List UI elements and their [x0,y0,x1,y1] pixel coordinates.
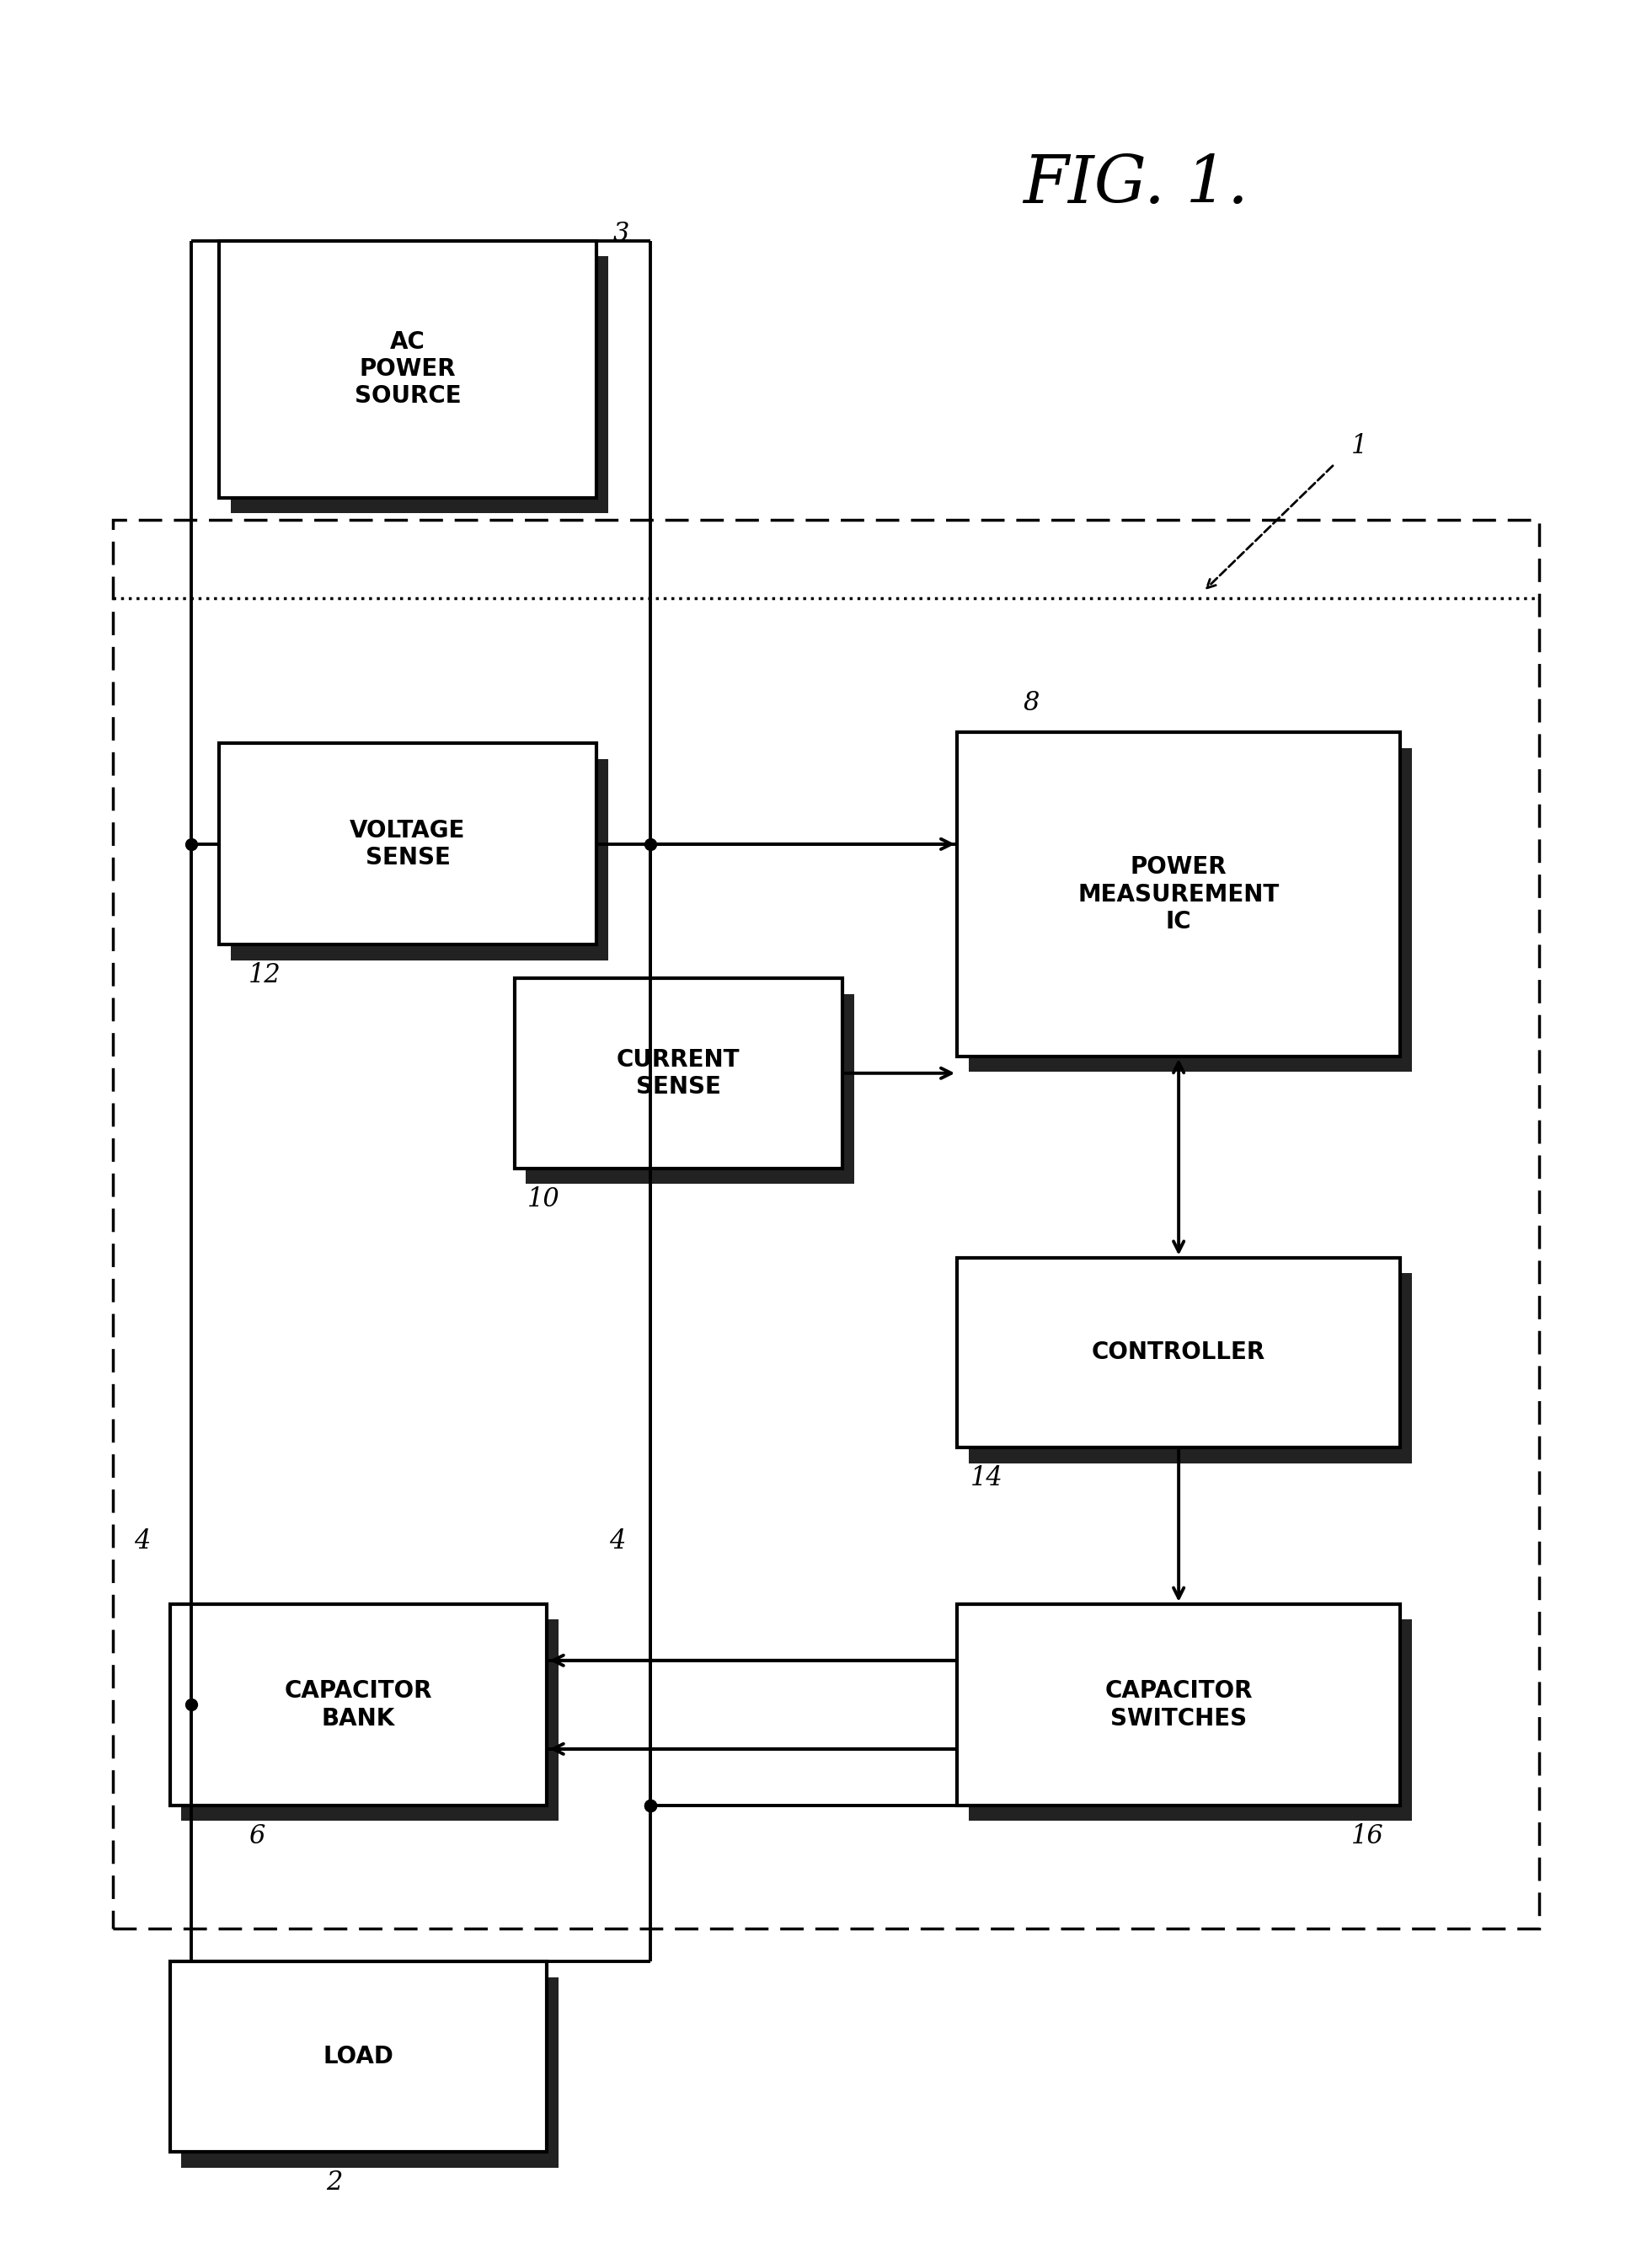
Text: 12: 12 [248,962,281,989]
Bar [170,1604,547,1804]
Text: AC
POWER
SOURCE: AC POWER SOURCE [355,330,461,409]
Bar [170,1962,547,2153]
Bar [525,993,854,1184]
Text: 2: 2 [325,2171,342,2195]
Bar [514,977,843,1168]
Bar [957,733,1401,1056]
Text: 8: 8 [1023,690,1039,717]
Text: CAPACITOR
SWITCHES: CAPACITOR SWITCHES [1105,1679,1252,1730]
Text: FIG. 1.: FIG. 1. [1023,153,1249,216]
Text: 6: 6 [248,1822,264,1849]
Text: LOAD: LOAD [324,2045,393,2069]
Bar [957,1604,1401,1804]
Text: 4: 4 [610,1528,626,1555]
Text: CAPACITOR
BANK: CAPACITOR BANK [284,1679,433,1730]
Bar [957,1258,1401,1447]
Text: VOLTAGE
SENSE: VOLTAGE SENSE [350,818,466,870]
Bar [968,1620,1411,1820]
Text: 3: 3 [613,220,629,247]
Text: 1: 1 [1351,434,1368,458]
Bar [231,256,608,512]
Bar [220,240,596,497]
Text: 14: 14 [970,1465,1003,1492]
Bar [968,1274,1411,1463]
Bar [231,759,608,959]
Bar [182,1977,558,2168]
Bar [112,519,1540,1928]
Bar [182,1620,558,1820]
Bar [968,748,1411,1072]
Text: 4: 4 [134,1528,150,1555]
Bar [220,744,596,944]
Text: 16: 16 [1351,1822,1383,1849]
Text: 10: 10 [527,1186,560,1211]
Text: CONTROLLER: CONTROLLER [1092,1341,1265,1364]
Text: CURRENT
SENSE: CURRENT SENSE [616,1047,740,1099]
Text: POWER
MEASUREMENT
IC: POWER MEASUREMENT IC [1077,856,1279,933]
